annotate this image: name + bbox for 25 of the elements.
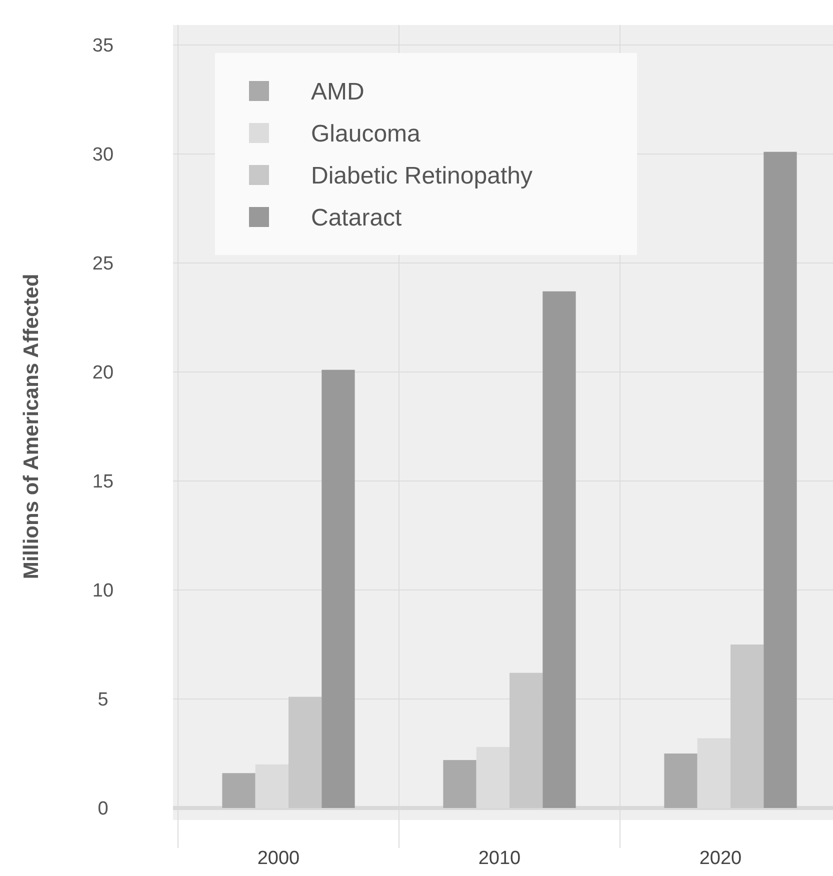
bar	[542, 291, 576, 808]
bar	[288, 696, 322, 808]
bar	[322, 370, 355, 808]
y-tick-label: 0	[98, 798, 108, 820]
y-axis-title: Millions of Americans Affected	[20, 274, 43, 580]
legend-label: AMD	[311, 78, 364, 106]
bar	[510, 672, 543, 808]
x-tick-label: 2010	[478, 848, 521, 869]
legend-label: Cataract	[311, 204, 402, 232]
y-tick-label: 20	[92, 362, 114, 384]
y-tick-label: 30	[92, 144, 114, 166]
y-tick-label: 5	[98, 690, 108, 711]
legend-label: Glaucoma	[311, 120, 422, 148]
bar	[443, 760, 476, 808]
legend-label: Diabetic Retinopathy	[311, 162, 532, 190]
x-tick-label: 2000	[257, 848, 300, 869]
bar	[730, 644, 764, 808]
y-tick-label: 25	[92, 254, 114, 275]
x-tick-label: 2020	[699, 848, 742, 869]
y-tick-label: 35	[92, 36, 114, 57]
bar	[664, 754, 698, 808]
y-tick-label: 15	[92, 472, 114, 493]
bar	[222, 773, 256, 808]
bar	[764, 152, 797, 808]
y-tick-label: 10	[92, 580, 114, 602]
